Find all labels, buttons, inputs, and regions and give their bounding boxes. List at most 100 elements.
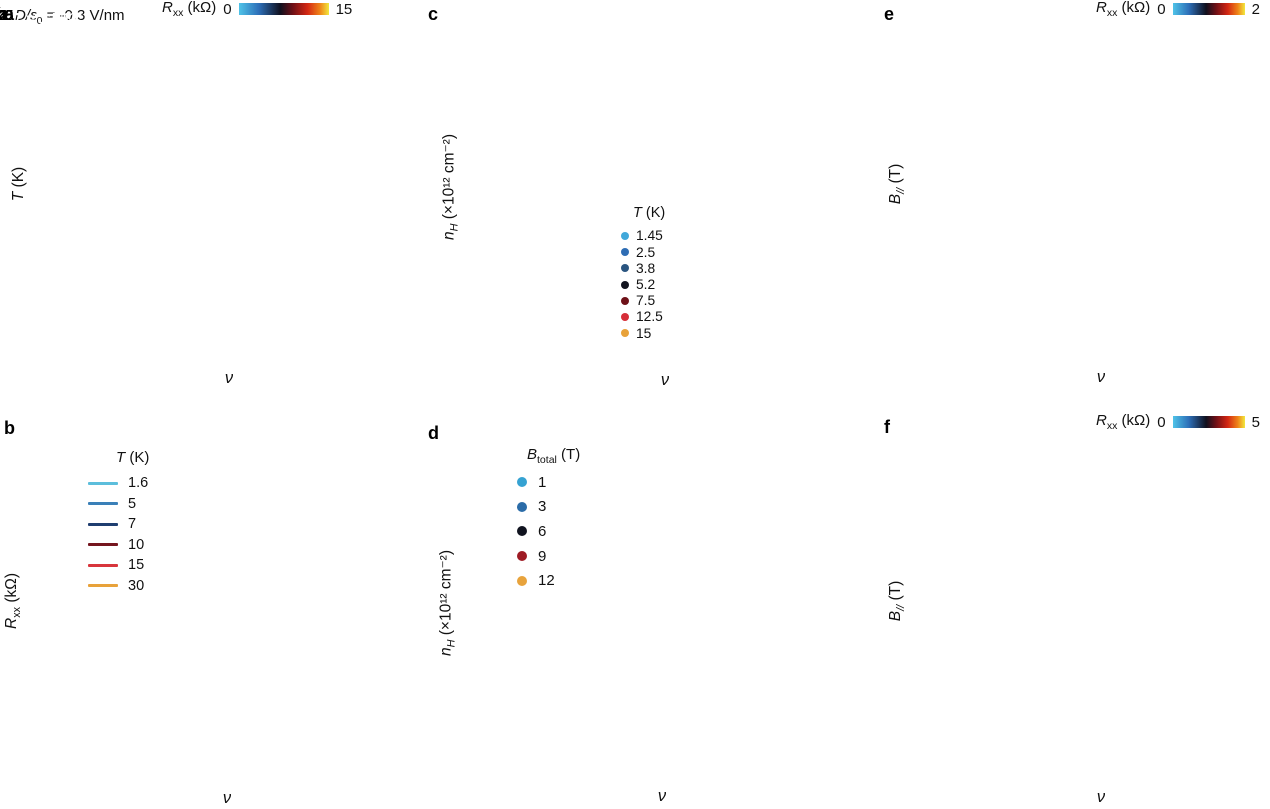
axis-tick-label: -2	[0, 8, 8, 24]
axis-tick-label: 0	[0, 8, 6, 24]
legend-line-swatch	[88, 481, 118, 485]
panel-b-legend-title: T (K)	[116, 449, 150, 466]
axis-tick-label: -2.5	[0, 8, 14, 24]
colorbar-f-title: Rxx (kΩ)	[1096, 412, 1151, 432]
axis-tick-label: -4	[0, 8, 8, 24]
legend-entry-label: 15	[128, 557, 145, 574]
panel-a-heatmap: D/ε0 = -0.3 V/nm	[0, 0, 133, 28]
axis-tick-label: -2	[0, 8, 8, 24]
legend-entry: 9	[517, 544, 580, 569]
axis-tick-label: -3.5	[0, 8, 14, 24]
axis-tick-label: -4	[0, 8, 8, 24]
legend-dot-swatch	[621, 264, 629, 273]
legend-entry: 6	[517, 519, 580, 544]
legend-dot-swatch	[517, 477, 527, 488]
legend-entry-label: 3.8	[636, 260, 656, 276]
legend-dot-swatch	[517, 501, 527, 512]
panel-d-x-axis-title: ν	[657, 787, 667, 805]
panel-c-letter: c	[428, 4, 439, 24]
panel-e-letter: e	[884, 4, 895, 24]
legend-dot-swatch	[517, 526, 527, 537]
legend-dot-swatch	[517, 551, 527, 562]
legend-entry-label: 1.45	[636, 228, 663, 244]
legend-entry: 1.6	[88, 473, 149, 494]
panel-c-annotation: D/ε0 = -0.3 V/nm	[15, 7, 125, 27]
panel-c-scatter-chart: D/ε0 = -0.3 V/nm	[0, 0, 125, 27]
panel-e-annotation: T = 1.5 K	[13, 10, 75, 27]
colorbar-e-title: Rxx (kΩ)	[1096, 0, 1151, 19]
legend-entry: 15	[88, 555, 149, 576]
legend-entry-label: 7	[128, 516, 137, 533]
legend-entry: 15	[621, 325, 665, 341]
panel-d-legend: Btotal (T) 1 3 6 9 12	[517, 446, 580, 593]
axis-tick-label: -3	[0, 8, 8, 24]
axis-tick-label: -3.5	[0, 8, 14, 24]
legend-line-swatch	[88, 522, 118, 526]
axis-tick-label: -3	[0, 8, 8, 24]
axis-tick-label: -2.5	[0, 8, 14, 24]
axis-tick-label: -4	[0, 8, 8, 24]
colorbar-a-max: 15	[335, 0, 353, 18]
panel-a-annotation: D/ε0 = -0.3 V/nm	[23, 8, 133, 28]
panel-d-legend-title: Btotal (T)	[527, 446, 581, 466]
colorbar-f-gradient	[1172, 416, 1245, 428]
axis-tick-label: -4	[0, 8, 8, 24]
axis-tick-label: -3	[0, 8, 8, 24]
axis-tick-label: -2	[0, 8, 8, 24]
panel-a-letter: a	[4, 4, 15, 24]
legend-line-swatch	[88, 563, 118, 567]
colorbar-a: Rxx (kΩ) 0 15	[162, 0, 353, 19]
colorbar-e-max: 2	[1251, 0, 1260, 18]
axis-tick-label: -1	[0, 8, 8, 24]
panel-b-y-axis-title: Rxx (kΩ)	[2, 572, 24, 630]
colorbar-a-gradient	[238, 3, 329, 15]
legend-entry: 12.5	[621, 309, 665, 325]
legend-entry-label: 5	[128, 495, 137, 512]
colorbar-f-min: 0	[1157, 413, 1166, 431]
legend-entry-label: 12	[538, 572, 555, 590]
colorbar-f: Rxx (kΩ) 0 5	[1096, 412, 1260, 432]
legend-dot-swatch	[621, 312, 629, 321]
axis-tick-label: -2	[0, 8, 8, 24]
axis-tick-label: -1	[0, 8, 8, 24]
legend-line-swatch	[88, 502, 118, 506]
legend-line-swatch	[88, 543, 118, 547]
panel-f-letter: f	[884, 417, 890, 437]
panel-f-heatmap: T = 12.5 K	[0, 0, 83, 28]
colorbar-e-min: 0	[1157, 0, 1166, 18]
legend-entry-label: 9	[538, 547, 547, 565]
colorbar-a-min: 0	[223, 0, 232, 18]
legend-entry: 1.45	[621, 228, 665, 244]
legend-entry: 1	[517, 470, 580, 495]
axis-tick-label: -3	[0, 8, 8, 24]
legend-entry: 12	[517, 568, 580, 593]
legend-entry-label: 1.6	[128, 475, 149, 492]
legend-entry-label: 6	[538, 522, 547, 540]
colorbar-e-gradient	[1172, 3, 1245, 15]
panel-f-annotation: T = 12.5 K	[13, 11, 83, 28]
axis-tick-label: -1	[0, 8, 8, 24]
legend-dot-swatch	[621, 231, 629, 240]
panel-d-y-axis-title: nH (×10¹² cm⁻²)	[437, 549, 458, 657]
legend-entry: 7.5	[621, 293, 665, 309]
legend-entry: 3	[517, 495, 580, 520]
panel-b-legend: T (K) 1.6 5 7 10 15 30	[88, 449, 149, 596]
legend-entry-label: 1	[538, 473, 547, 491]
legend-entry: 5.2	[621, 276, 665, 292]
legend-entry-label: 7.5	[636, 293, 656, 309]
legend-entry-label: 12.5	[636, 309, 663, 325]
panel-b-x-axis-title: ν	[222, 789, 232, 807]
panel-c-x-axis-title: ν	[660, 371, 670, 389]
legend-entry-label: 2.5	[636, 244, 656, 260]
colorbar-f-max: 5	[1251, 413, 1260, 431]
axis-tick-label: -1	[0, 8, 8, 24]
panel-c-y-axis-title: nH (×10¹² cm⁻²)	[440, 133, 461, 241]
legend-dot-swatch	[621, 329, 629, 338]
legend-dot-swatch	[621, 248, 629, 257]
colorbar-a-title: Rxx (kΩ)	[162, 0, 217, 19]
legend-dot-swatch	[621, 296, 629, 305]
axis-tick-label: -3	[0, 8, 8, 24]
legend-entry-label: 10	[128, 536, 145, 553]
panel-c-legend: T (K) 1.45 2.5 3.8 5.2 7.5 12.5 15	[621, 205, 665, 341]
